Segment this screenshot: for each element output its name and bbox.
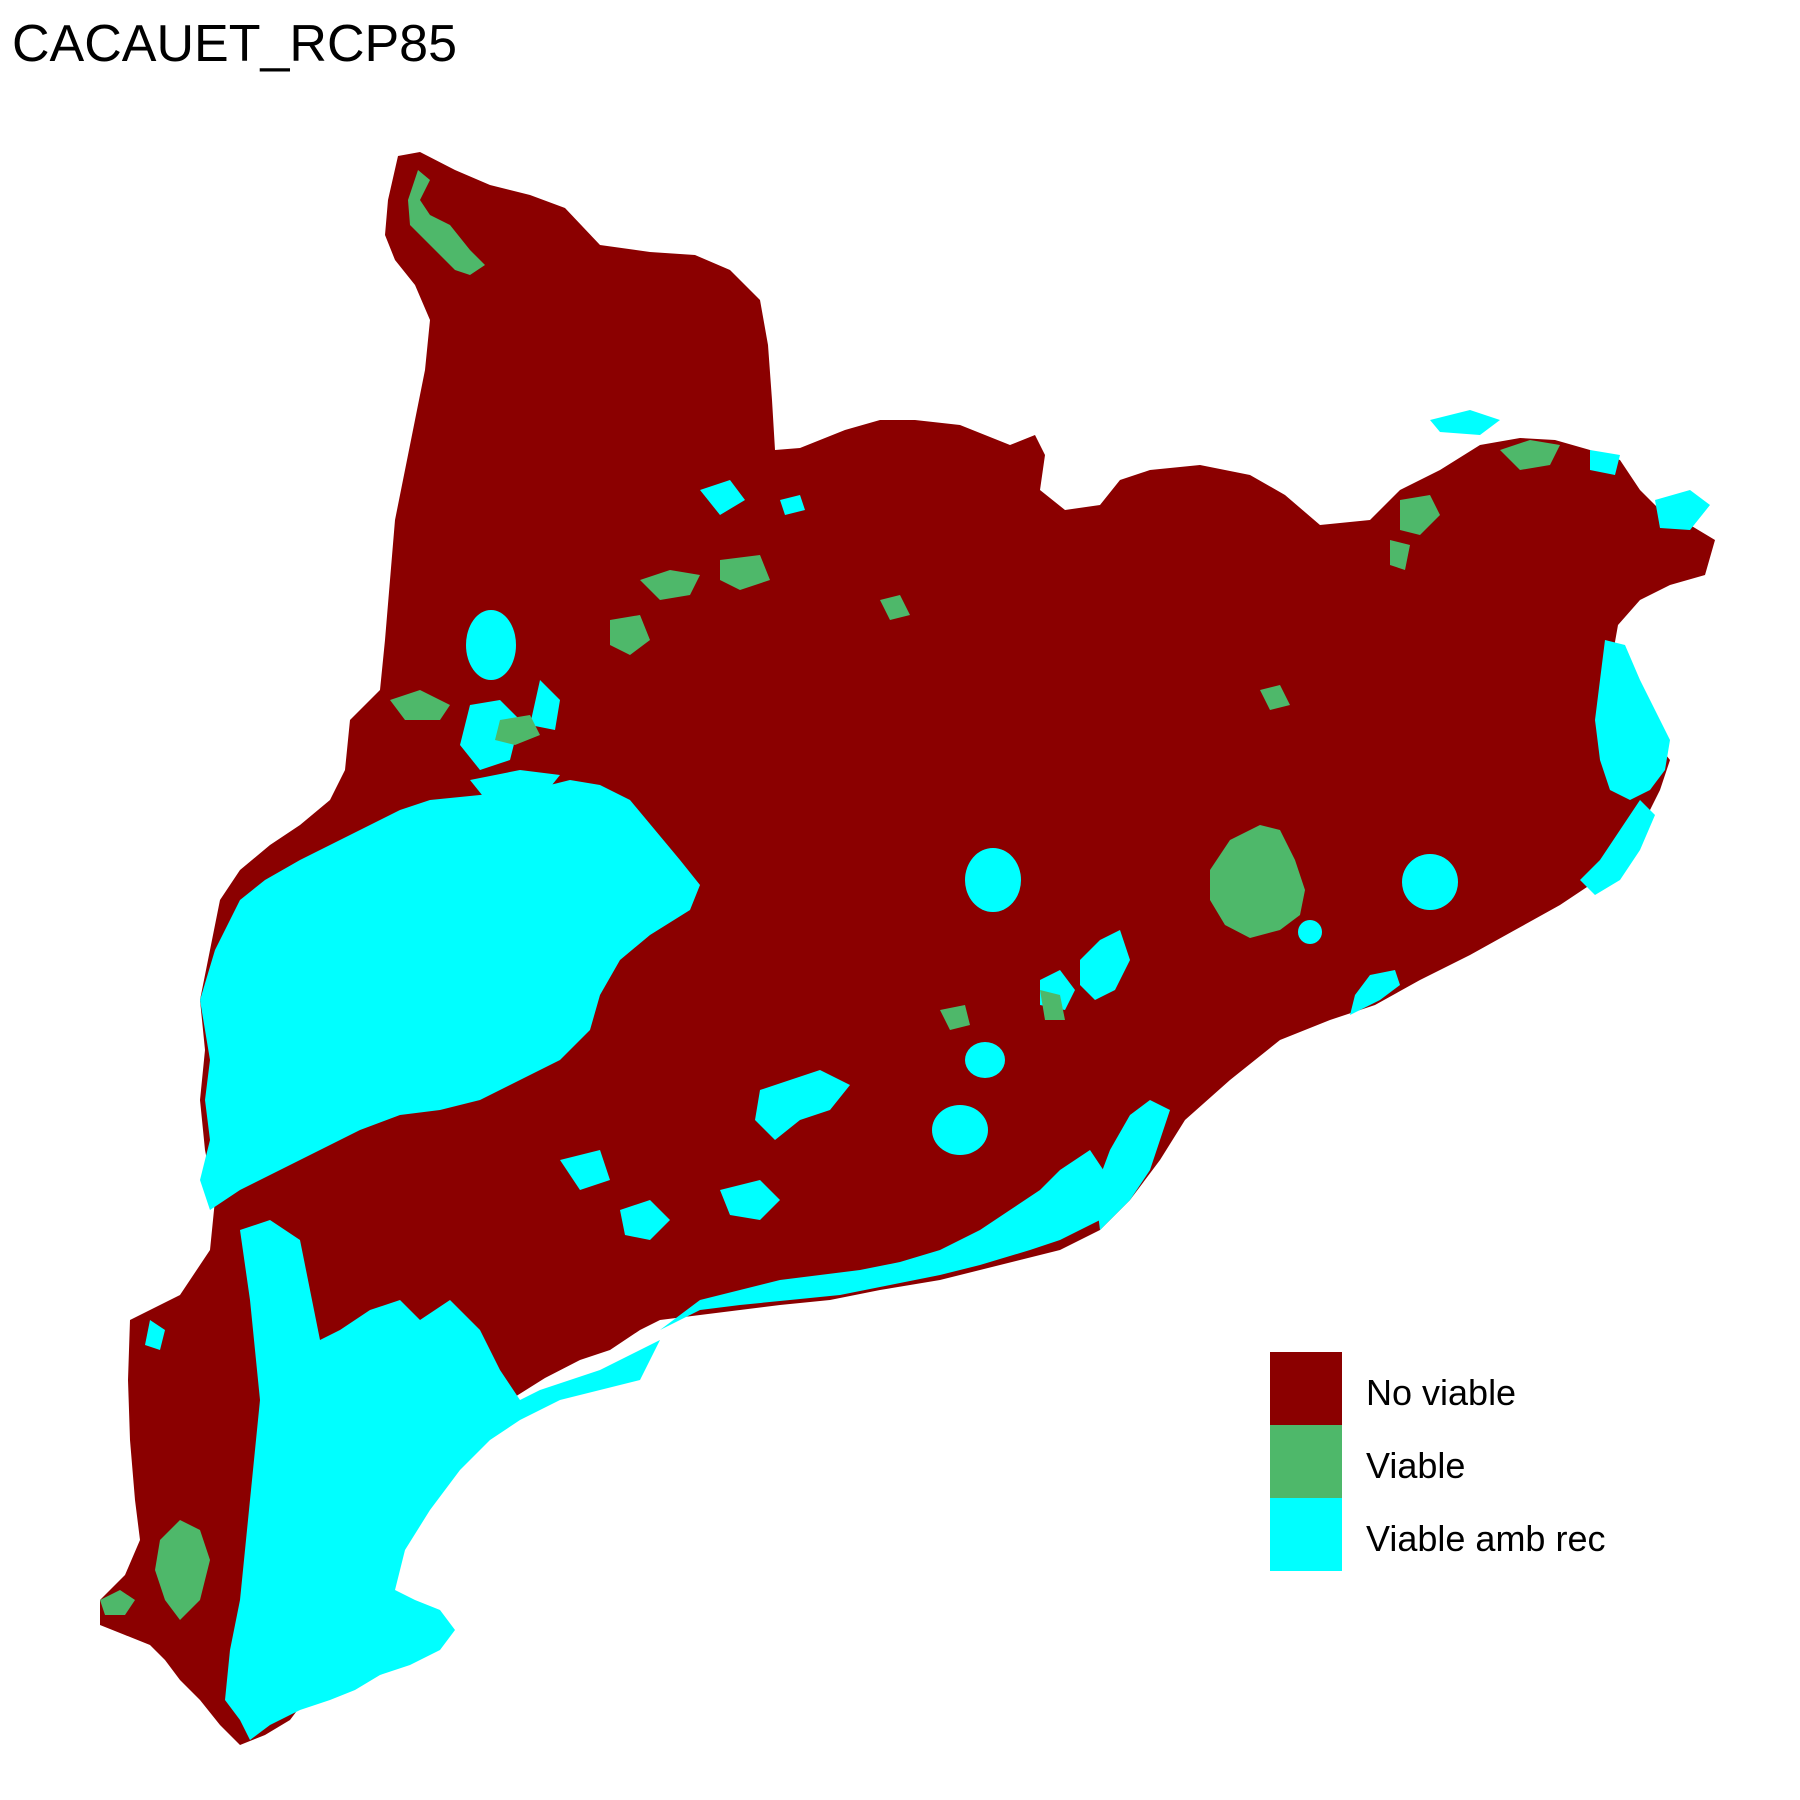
legend-label: Viable (1366, 1445, 1466, 1486)
region-no-viable (100, 152, 1715, 1745)
legend-swatch-no-viable (1270, 1352, 1342, 1425)
legend-swatch-viable-amb-rec (1270, 1498, 1342, 1571)
region-viable-amb-rec (145, 410, 1710, 1740)
legend-item-no-viable: No viable (1270, 1352, 1690, 1425)
legend: No viable Viable Viable amb rec (1270, 1352, 1690, 1571)
legend-swatch-viable (1270, 1425, 1342, 1498)
legend-item-viable: Viable (1270, 1425, 1690, 1498)
region-viable (100, 170, 1560, 1620)
legend-item-viable-amb-rec: Viable amb rec (1270, 1498, 1690, 1571)
legend-label: No viable (1366, 1372, 1517, 1413)
map-title: CACAUET_RCP85 (12, 15, 458, 73)
legend-label: Viable amb rec (1366, 1518, 1606, 1559)
